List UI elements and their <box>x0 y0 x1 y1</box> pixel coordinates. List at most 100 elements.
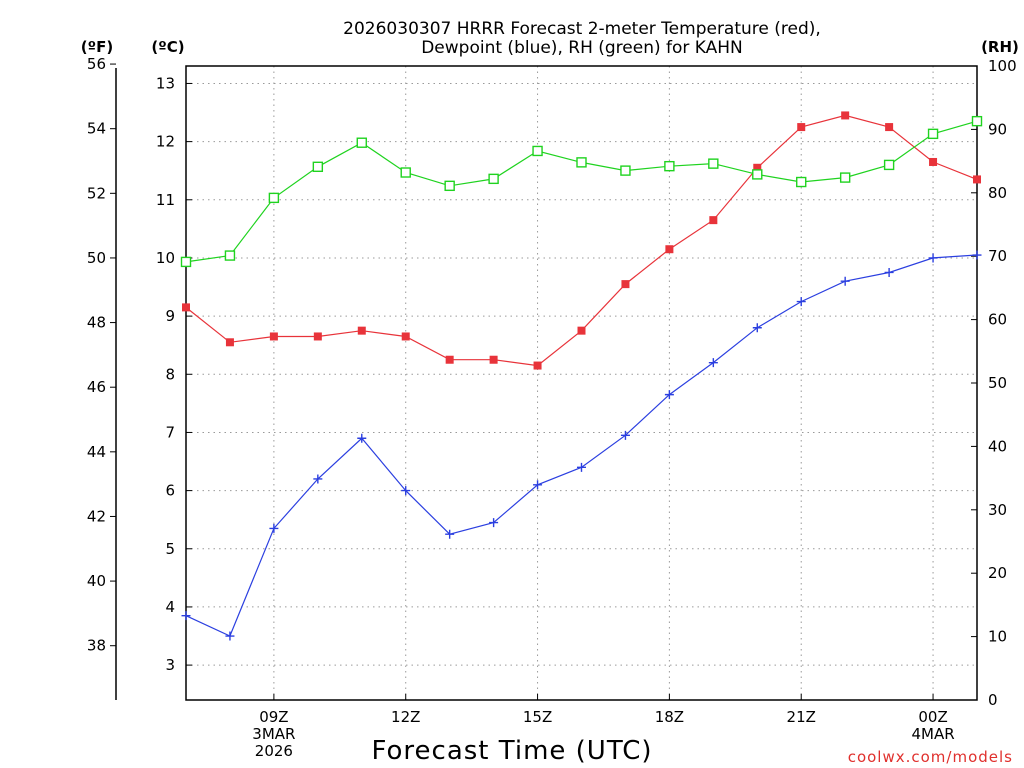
rh-tick-label: 50 <box>988 374 1007 392</box>
2-meter-temperature-point <box>225 338 234 347</box>
dewpoint-point <box>313 474 323 484</box>
2-meter-temperature-point <box>753 163 762 172</box>
source-credit: coolwx.com/models <box>848 748 1013 766</box>
dewpoint-point <box>708 358 718 368</box>
rh-tick-label: 30 <box>988 501 1007 519</box>
celsius-tick-label: 7 <box>165 423 175 441</box>
chart-title-line: Dewpoint (blue), RH (green) for KAHN <box>421 38 743 58</box>
x-tick-label: 21Z <box>787 708 816 726</box>
fahrenheit-tick-label: 42 <box>87 507 106 525</box>
2-meter-temperature-point <box>401 332 410 341</box>
2-meter-temperature-point <box>357 326 366 335</box>
rh-point <box>400 167 411 178</box>
x-tick-label: 3MAR <box>252 725 295 743</box>
fahrenheit-tick-label: 44 <box>87 443 106 461</box>
dewpoint-point <box>752 323 762 333</box>
fahrenheit-tick-label: 54 <box>87 120 106 138</box>
rh-tick-label: 20 <box>988 564 1007 582</box>
dewpoint-point <box>533 480 543 490</box>
2-meter-temperature-point <box>709 216 718 225</box>
celsius-tick-label: 4 <box>165 598 175 616</box>
fahrenheit-tick-label: 50 <box>87 249 106 267</box>
2-meter-temperature-point <box>797 123 806 132</box>
2-meter-temperature-point <box>621 280 630 289</box>
x-tick-label: 09Z <box>259 708 288 726</box>
rh-tick-label: 90 <box>988 120 1007 138</box>
rh-unit-label: (RH) <box>981 38 1019 56</box>
data-series <box>180 111 983 641</box>
x-axis-label: Forecast Time (UTC) <box>371 736 652 766</box>
rh-point <box>839 172 851 183</box>
dewpoint-point <box>796 297 806 307</box>
chart-title-line: 2026030307 HRRR Forecast 2-meter Tempera… <box>343 19 821 39</box>
dewpoint-point <box>269 523 279 533</box>
rh-tick-label: 10 <box>988 628 1007 646</box>
celsius-tick-label: 11 <box>156 191 175 209</box>
dewpoint-point <box>884 267 894 277</box>
rh-tick-label: 0 <box>988 691 998 709</box>
axes <box>110 63 978 701</box>
celsius-tick-label: 5 <box>165 540 175 558</box>
dewpoint-point <box>620 430 630 440</box>
fahrenheit-tick-label: 56 <box>87 55 106 73</box>
celsius-tick-label: 12 <box>156 133 175 151</box>
dewpoint-point <box>840 276 850 286</box>
dewpoint-point <box>401 486 411 496</box>
rh-series <box>180 115 983 268</box>
rh-point <box>312 161 324 173</box>
rh-tick-label: 40 <box>988 437 1007 455</box>
celsius-tick-label: 10 <box>156 249 175 267</box>
2-meter-temperature-point <box>182 303 190 312</box>
rh-point <box>224 250 236 261</box>
rh-point <box>532 145 543 157</box>
rh-point <box>664 160 675 172</box>
rh-line <box>185 120 978 263</box>
rh-point <box>708 158 719 169</box>
x-tick-label: 18Z <box>655 708 684 726</box>
celsius-tick-label: 13 <box>156 74 175 92</box>
2-meter-temperature-point <box>269 332 278 341</box>
rh-point <box>576 157 587 168</box>
tick-labels: 3456789101112133840424446485052545601020… <box>87 55 1017 760</box>
rh-tick-label: 80 <box>988 184 1007 202</box>
rh-point <box>796 176 807 188</box>
celsius-tick-label: 3 <box>165 656 175 674</box>
rh-point <box>752 169 763 180</box>
dewpoint-point <box>225 631 235 641</box>
rh-tick-label: 60 <box>988 311 1007 329</box>
rh-tick-label: 100 <box>988 57 1017 75</box>
rh-point <box>927 128 939 140</box>
x-tick-label: 15Z <box>523 708 552 726</box>
chart-title: 2026030307 HRRR Forecast 2-meter Tempera… <box>343 19 821 58</box>
fahrenheit-tick-label: 46 <box>87 378 106 396</box>
dewpoint-point <box>577 462 586 472</box>
fahrenheit-tick-label: 48 <box>87 314 106 332</box>
fahrenheit-unit-label: (ºF) <box>81 38 113 56</box>
rh-point <box>971 115 983 127</box>
x-tick-label: 4MAR <box>911 725 954 743</box>
dewpoint-point <box>972 250 982 260</box>
dewpoint-point <box>928 253 938 263</box>
2-meter-temperature-point <box>489 355 498 364</box>
celsius-tick-label: 9 <box>165 307 175 325</box>
2-meter-temperature-series <box>182 111 981 370</box>
x-tick-label: 12Z <box>391 708 420 726</box>
2-meter-temperature-point <box>533 361 542 370</box>
fahrenheit-tick-label: 52 <box>87 184 106 202</box>
rh-point <box>180 256 192 268</box>
celsius-tick-label: 8 <box>165 365 175 383</box>
2-meter-temperature-point <box>841 111 850 120</box>
2-meter-temperature-point <box>929 157 938 166</box>
rh-point <box>268 192 280 204</box>
dewpoint-point <box>664 390 674 400</box>
dewpoint-series <box>181 250 982 641</box>
rh-point <box>356 137 367 148</box>
dewpoint-point <box>357 433 367 443</box>
2-meter-temperature-point <box>577 326 586 335</box>
rh-point <box>488 173 499 185</box>
celsius-tick-label: 6 <box>165 482 175 500</box>
x-tick-label: 2026 <box>255 742 293 760</box>
fahrenheit-tick-label: 40 <box>87 572 106 590</box>
rh-point <box>883 159 895 171</box>
